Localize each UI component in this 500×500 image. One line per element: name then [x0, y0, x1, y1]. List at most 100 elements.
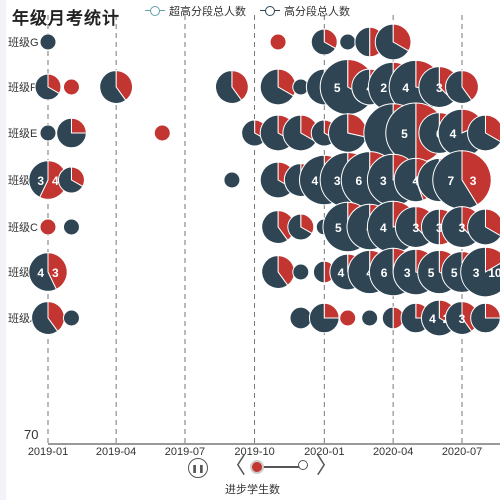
pie-slice-high	[418, 66, 455, 108]
data-label: 5	[401, 127, 408, 141]
pie-bubble[interactable]	[289, 306, 313, 330]
pie-bubble[interactable]	[374, 23, 412, 61]
pie-bubble[interactable]	[339, 33, 357, 51]
pie-bubble[interactable]	[39, 218, 57, 236]
pie-slice-super-high	[115, 70, 134, 101]
pause-button[interactable]: ❚❚	[188, 458, 208, 478]
pie-slice-high	[289, 306, 313, 330]
pie-bubble[interactable]	[62, 218, 80, 236]
pie-bubble[interactable]	[269, 33, 287, 51]
legend-label-high: 高分段总人数	[284, 6, 350, 18]
pie-bubble[interactable]	[467, 114, 500, 152]
pie-bubble[interactable]	[292, 263, 310, 281]
data-label: 2	[380, 81, 387, 95]
pie-bubble[interactable]	[470, 302, 500, 334]
data-label: 10	[488, 266, 500, 280]
pie-slice-super-high	[269, 33, 287, 51]
left-edge-strip	[0, 0, 6, 500]
pie-bubble[interactable]	[62, 78, 80, 96]
pie-slice-high	[394, 206, 431, 248]
data-label: 3	[473, 266, 480, 280]
pie-slice-high	[241, 119, 267, 147]
pie-slice-high	[339, 33, 357, 51]
pie-slice-high	[445, 70, 473, 104]
pie-bubble[interactable]	[39, 33, 57, 51]
data-label: 4	[338, 266, 345, 280]
x-tick-label: 2020-07	[442, 446, 482, 458]
pie-bubble[interactable]	[39, 124, 57, 142]
data-label: 4	[380, 221, 387, 235]
pie-bubble[interactable]: 3 10	[460, 246, 500, 298]
pie-slice-super-high	[461, 70, 479, 101]
pie-bubble[interactable]	[56, 117, 87, 149]
data-label: 4	[429, 312, 436, 326]
pie-bubble[interactable]	[259, 68, 297, 106]
pie-bubble[interactable]	[310, 28, 338, 56]
pie-bubble[interactable]	[287, 213, 315, 241]
legend-circle-icon	[145, 5, 165, 17]
pie-slice-high	[34, 73, 60, 101]
pie-bubble[interactable]	[62, 309, 80, 327]
data-label: 3	[37, 174, 44, 188]
pie-bubble[interactable]	[361, 309, 379, 327]
pie-slice-high	[99, 70, 127, 104]
pie-slice-high	[460, 246, 500, 298]
data-label: 3	[412, 221, 419, 235]
pie-bubble[interactable]	[99, 70, 134, 104]
legend-circle-icon	[260, 5, 280, 17]
data-label: 3	[470, 174, 477, 188]
pie-bubble[interactable]	[339, 309, 357, 327]
pie-bubble[interactable]	[215, 70, 249, 104]
pie-bubble[interactable]	[261, 255, 295, 289]
pie-bubble[interactable]	[34, 73, 62, 101]
legend-label-super-high: 超高分段总人数	[169, 6, 246, 18]
pie-bubble[interactable]	[31, 301, 65, 335]
pie-bubble[interactable]	[57, 166, 85, 194]
y-tick-label: 班级E	[8, 127, 37, 140]
pie-slice-high	[313, 260, 325, 284]
data-label: 4	[37, 266, 44, 280]
pie-slice-high	[56, 117, 87, 149]
pie-slice-high	[441, 206, 478, 248]
pie-slice-high	[308, 302, 340, 334]
legend-item-high[interactable]: 高分段总人数	[260, 3, 350, 19]
pie-slice-super-high	[62, 78, 80, 96]
data-label: 6	[356, 174, 363, 188]
pie-slice-high	[328, 113, 368, 153]
pie-bubble[interactable]	[467, 208, 500, 246]
x-tick-label: 2019-04	[96, 446, 136, 458]
pie-bubble[interactable]	[308, 302, 340, 334]
next-button[interactable]: 〉	[316, 455, 338, 479]
x-tick-label: 2020-01	[304, 446, 344, 458]
y-tick-label: 班级G	[8, 36, 39, 49]
pie-slice-high	[215, 70, 243, 104]
pie-bubble[interactable]	[445, 70, 479, 104]
pie-bubble[interactable]	[223, 171, 241, 189]
data-label: 6	[381, 266, 388, 280]
chevron-left-icon: 〈	[224, 454, 247, 479]
pie-slice-high	[354, 26, 371, 58]
pie-bubble[interactable]	[381, 306, 405, 330]
pie-slice-high	[62, 309, 80, 327]
data-label: 3	[459, 312, 466, 326]
timeline-track[interactable]	[258, 466, 304, 468]
pie-slice-high	[282, 114, 317, 152]
pie-bubble[interactable]	[328, 113, 368, 153]
prev-button[interactable]: 〈	[224, 455, 246, 479]
timeline-current-handle[interactable]	[250, 460, 264, 474]
pie-slice-high	[39, 33, 57, 51]
pie-slice-high	[57, 166, 84, 194]
pie-slice-high	[28, 252, 57, 292]
pie-slice-high	[467, 208, 500, 246]
pie-slice-high	[31, 301, 59, 335]
pie-slice-super-high	[47, 252, 68, 290]
y-tick-label: 班级F	[8, 81, 37, 94]
chart-title: 年级月考统计	[12, 9, 120, 28]
legend-item-super-high[interactable]: 超高分段总人数	[145, 3, 246, 19]
pie-bubble[interactable]	[153, 124, 171, 142]
timeline-end-handle[interactable]	[298, 460, 308, 470]
pie-slice-high	[420, 299, 456, 337]
